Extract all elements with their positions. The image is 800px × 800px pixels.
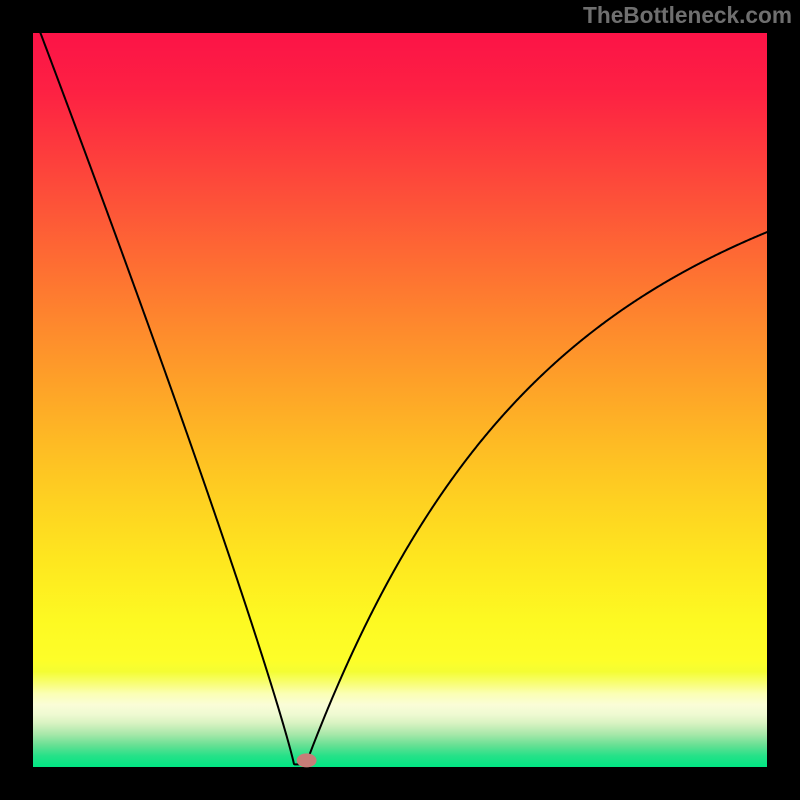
optimum-marker (297, 753, 317, 767)
chart-stage: TheBottleneck.com (0, 0, 800, 800)
watermark-text: TheBottleneck.com (583, 2, 792, 29)
chart-svg (0, 0, 800, 800)
plot-background (33, 33, 767, 767)
